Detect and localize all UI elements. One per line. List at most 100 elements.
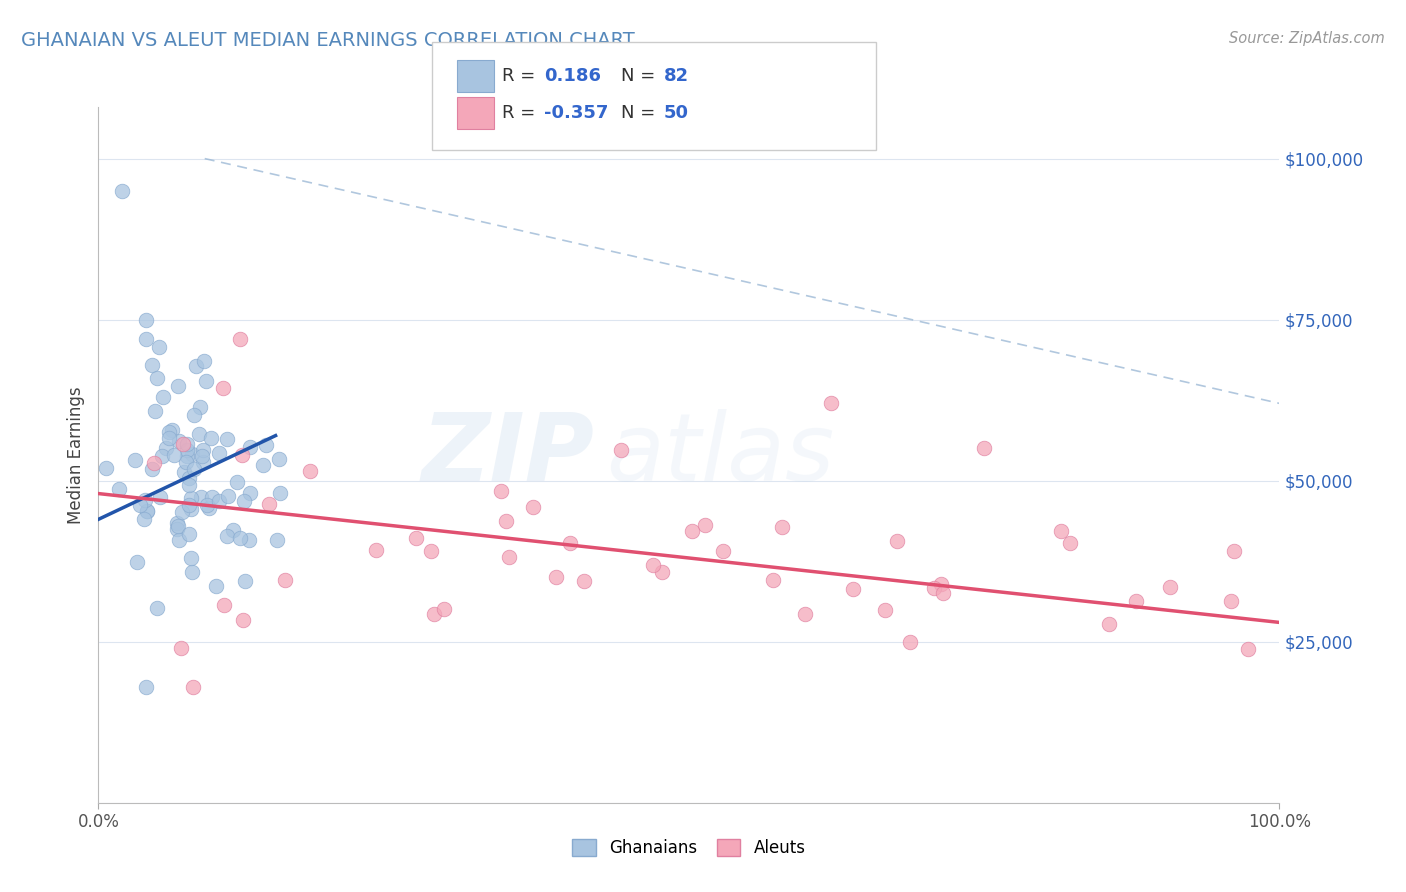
Point <box>183 462 205 476</box>
Point <box>152 390 174 404</box>
Point <box>208 446 231 460</box>
Point <box>157 431 180 445</box>
Point <box>180 502 202 516</box>
Point <box>546 570 568 584</box>
Point <box>794 607 817 621</box>
Point <box>163 448 186 462</box>
Point <box>770 519 793 533</box>
Text: GHANAIAN VS ALEUT MEDIAN EARNINGS CORRELATION CHART: GHANAIAN VS ALEUT MEDIAN EARNINGS CORREL… <box>21 31 636 50</box>
Point <box>166 519 188 533</box>
Point <box>136 503 159 517</box>
Point <box>229 332 252 346</box>
Point <box>173 465 195 479</box>
Point <box>180 565 202 579</box>
Point <box>266 533 288 548</box>
Point <box>238 533 260 547</box>
Text: 82: 82 <box>664 67 689 85</box>
Point <box>695 518 717 533</box>
Point <box>188 400 211 414</box>
Point <box>166 379 188 393</box>
Point <box>201 491 224 505</box>
Text: N =: N = <box>621 67 661 85</box>
Point <box>1219 593 1241 607</box>
Point <box>1097 616 1119 631</box>
Point <box>239 486 262 500</box>
Text: R =: R = <box>502 104 541 122</box>
Point <box>875 602 897 616</box>
Point <box>929 577 952 591</box>
Point <box>254 438 277 452</box>
Point <box>150 449 173 463</box>
Point <box>160 423 183 437</box>
Point <box>1059 536 1081 550</box>
Point <box>222 523 245 537</box>
Point <box>170 641 193 656</box>
Point <box>651 566 673 580</box>
Point <box>141 462 163 476</box>
Point <box>167 533 190 547</box>
Point <box>932 586 955 600</box>
Point <box>177 477 200 491</box>
Point <box>922 581 945 595</box>
Point <box>267 451 290 466</box>
Point <box>274 573 297 587</box>
Point <box>176 437 198 451</box>
Point <box>149 491 172 505</box>
Point <box>193 455 215 469</box>
Point <box>198 500 221 515</box>
Point <box>641 558 664 573</box>
Point <box>886 534 908 549</box>
Point <box>229 531 252 545</box>
Point <box>186 359 208 373</box>
Point <box>419 543 441 558</box>
Point <box>174 455 197 469</box>
Point <box>166 522 188 536</box>
Point <box>176 449 198 463</box>
Point <box>762 574 785 588</box>
Text: atlas: atlas <box>606 409 835 500</box>
Point <box>179 527 201 541</box>
Point <box>232 613 254 627</box>
Point <box>1049 524 1071 538</box>
Point <box>239 441 262 455</box>
Text: 0.186: 0.186 <box>544 67 602 85</box>
Text: Source: ZipAtlas.com: Source: ZipAtlas.com <box>1229 31 1385 46</box>
Point <box>148 341 170 355</box>
Point <box>364 542 387 557</box>
Point <box>146 370 169 384</box>
Point <box>143 404 166 418</box>
Y-axis label: Median Earnings: Median Earnings <box>67 386 86 524</box>
Point <box>208 493 231 508</box>
Point <box>495 514 517 528</box>
Point <box>711 544 734 558</box>
Point <box>212 598 235 612</box>
Point <box>195 499 218 513</box>
Point <box>190 490 212 504</box>
Point <box>125 555 148 569</box>
Point <box>200 431 222 445</box>
Point <box>558 535 581 549</box>
Point <box>217 489 239 503</box>
Point <box>142 456 165 470</box>
Point <box>233 494 256 508</box>
Point <box>172 437 194 451</box>
Point <box>1159 581 1181 595</box>
Point <box>172 505 194 519</box>
Point <box>111 184 134 198</box>
Point <box>166 516 188 531</box>
Point <box>193 353 215 368</box>
Point <box>215 529 238 543</box>
Point <box>1125 594 1147 608</box>
Point <box>1236 642 1258 657</box>
Point <box>183 409 205 423</box>
Point <box>167 434 190 448</box>
Point <box>423 607 446 621</box>
Point <box>973 442 995 456</box>
Point <box>132 512 155 526</box>
Point <box>405 531 427 545</box>
Point <box>820 396 842 410</box>
Point <box>252 458 274 472</box>
Point <box>491 483 513 498</box>
Point <box>191 449 214 463</box>
Point <box>155 441 177 455</box>
